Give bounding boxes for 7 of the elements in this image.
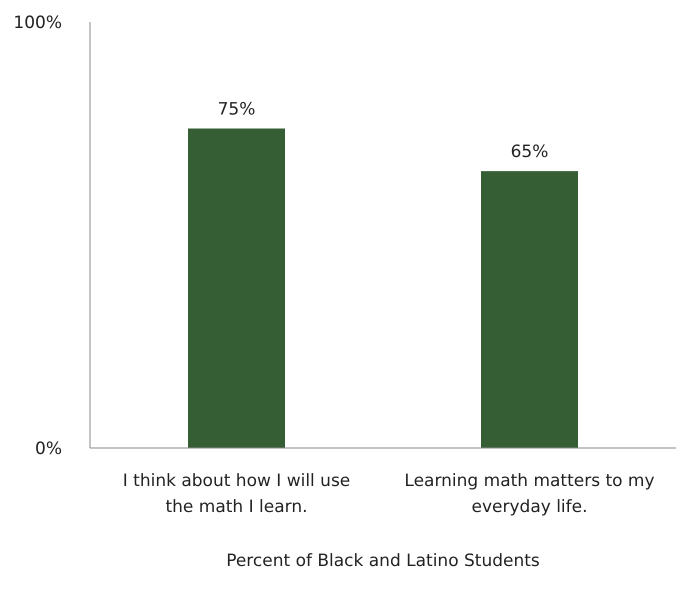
x-axis-title: Percent of Black and Latino Students	[226, 551, 540, 571]
y-tick-label: 100%	[13, 13, 62, 34]
data-label: 65%	[510, 142, 548, 162]
x-tick-label: Learning math matters to my everyday life.	[404, 471, 655, 517]
x-tick-label: I think about how I will use the math I learn.	[122, 471, 350, 517]
data-label: 75%	[218, 100, 256, 120]
y-tick-label: 0%	[35, 439, 62, 460]
